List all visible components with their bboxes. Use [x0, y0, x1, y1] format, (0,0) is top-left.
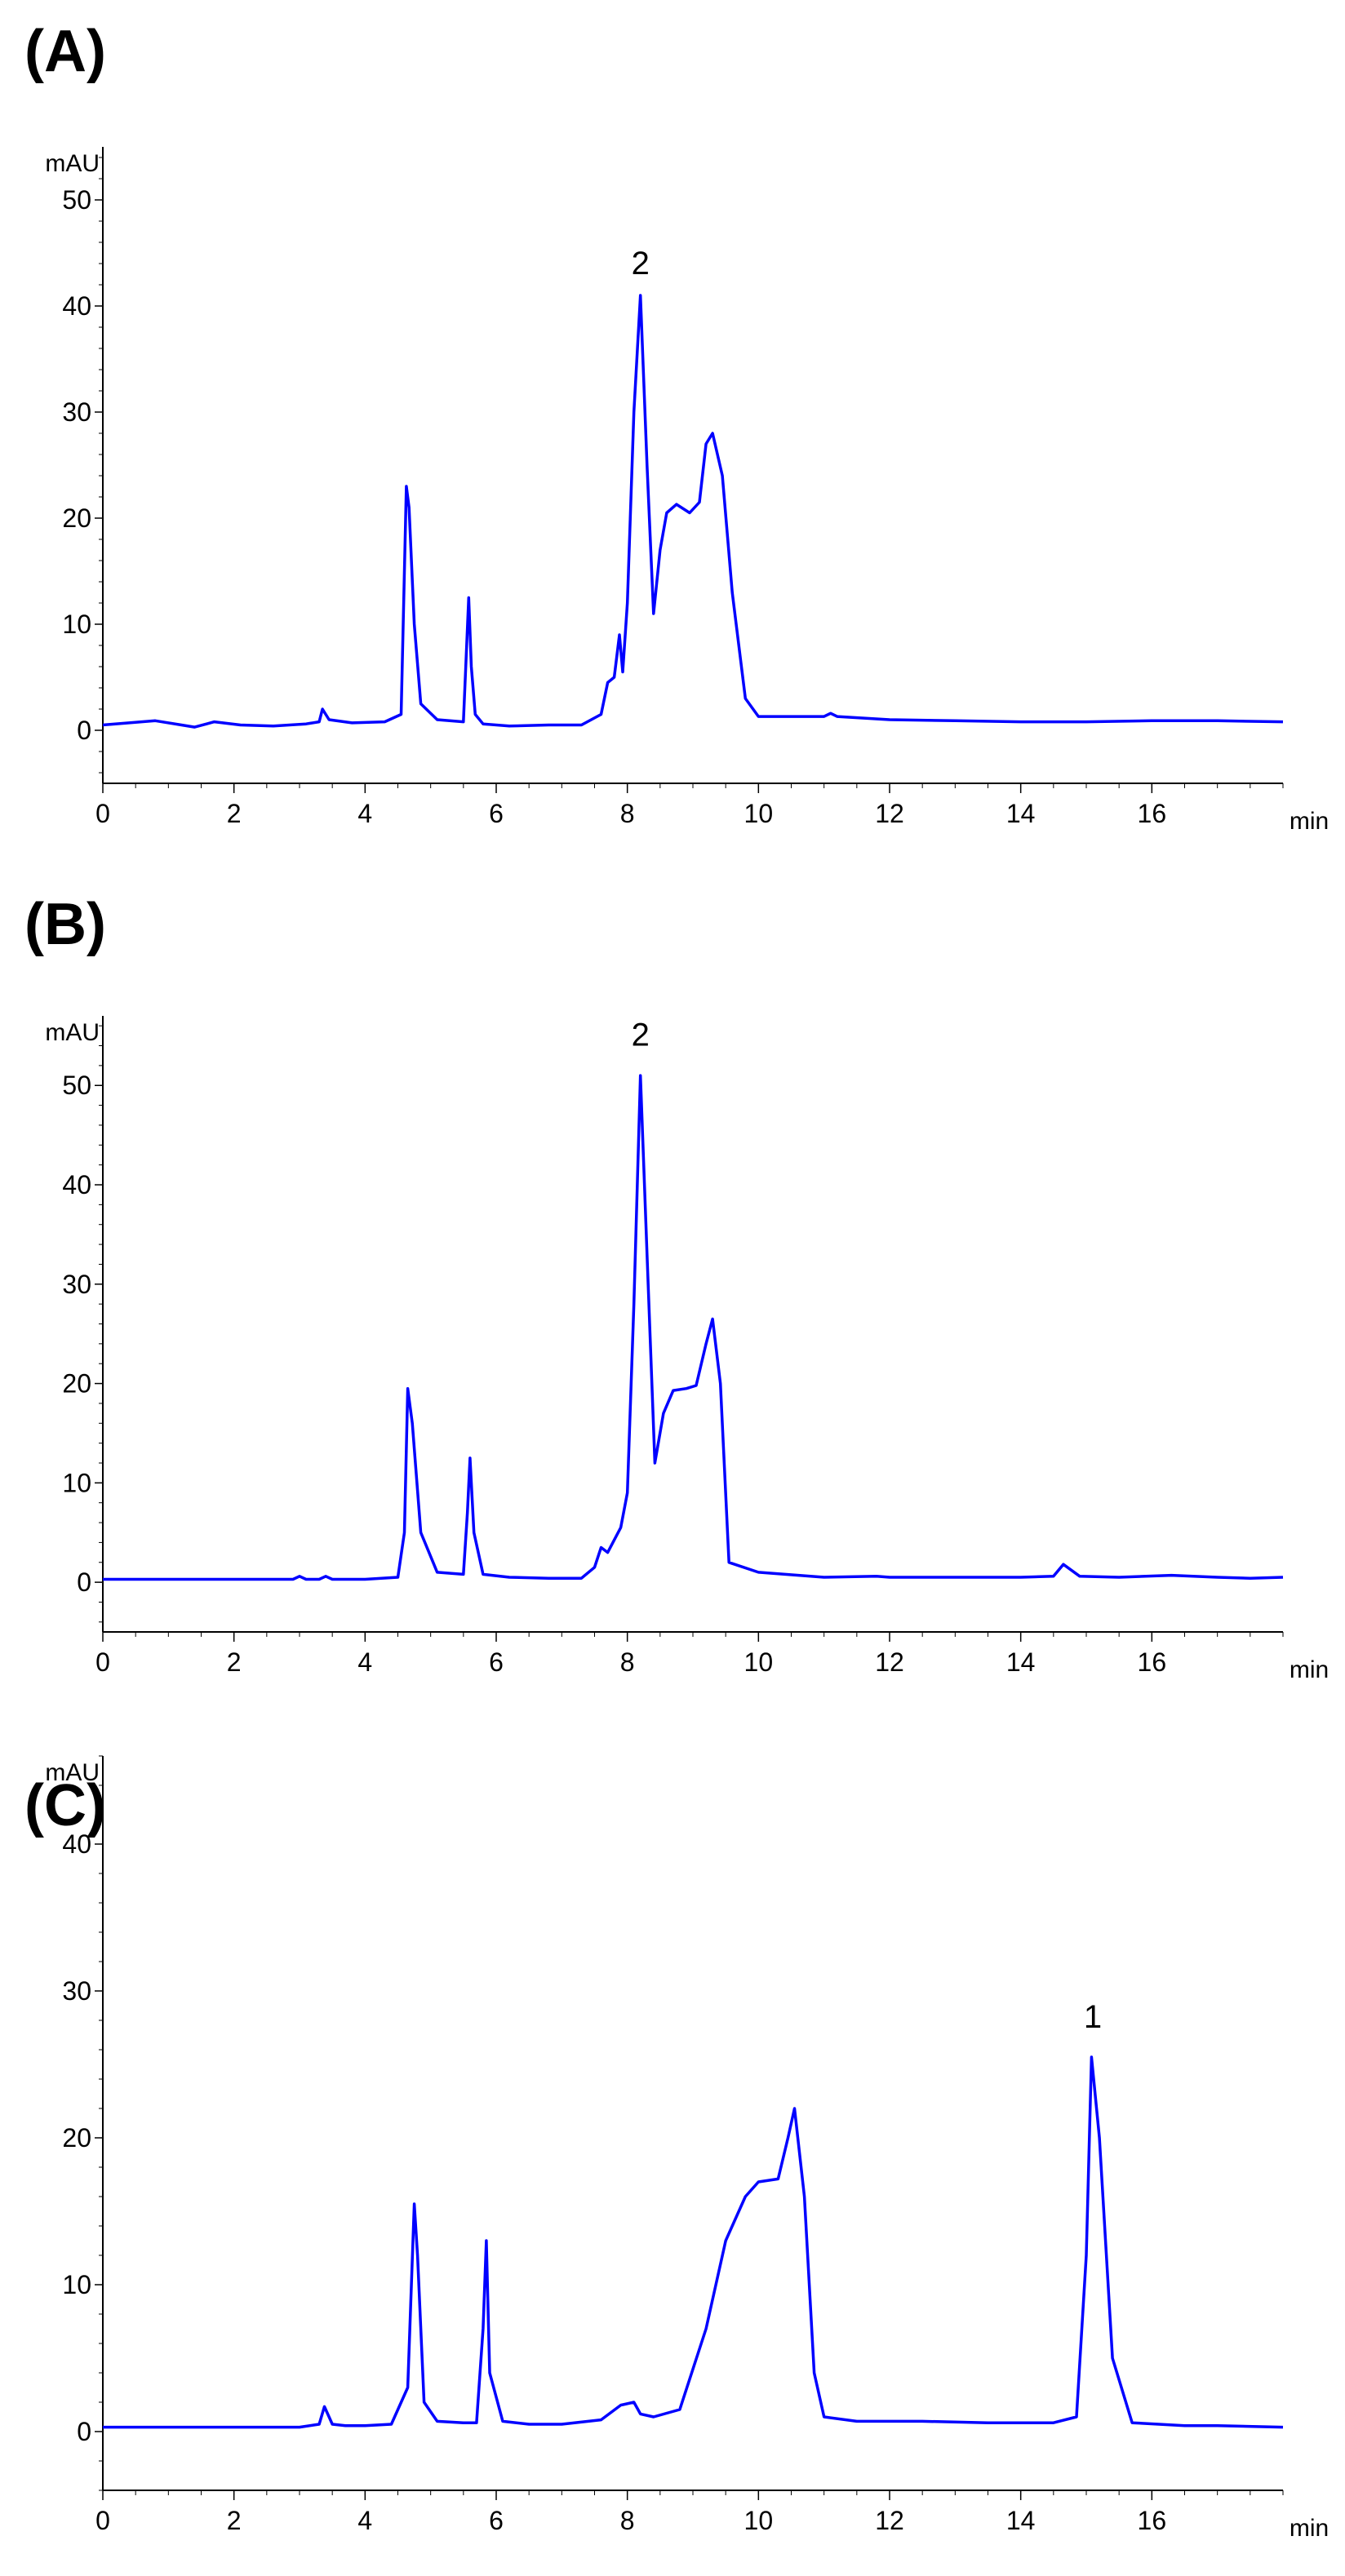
- x-tick-label: 14: [1006, 799, 1036, 828]
- panel-label-c: (C): [24, 1773, 106, 1838]
- panel-label-b: (B): [24, 892, 106, 957]
- y-tick-label: 10: [62, 610, 91, 639]
- chromatogram-trace: [102, 294, 1284, 729]
- x-tick-label: 14: [1006, 1647, 1036, 1677]
- panel-label-a: (A): [24, 19, 106, 84]
- x-tick-label: 0: [95, 2506, 110, 2535]
- x-axis-label: min: [1290, 1656, 1329, 1683]
- x-tick-label: 10: [744, 2506, 774, 2535]
- y-tick-label: 30: [62, 397, 91, 427]
- x-tick-label: 0: [95, 1647, 110, 1677]
- y-tick-label: 30: [62, 1976, 91, 2006]
- x-axis-label: min: [1290, 2515, 1329, 2542]
- y-axis-label: mAU: [45, 150, 100, 177]
- y-tick-label: 50: [62, 1071, 91, 1100]
- y-tick-label: 50: [62, 185, 91, 215]
- y-tick-label: 10: [62, 2270, 91, 2299]
- y-tick-label: 20: [62, 503, 91, 533]
- x-tick-label: 2: [227, 2506, 242, 2535]
- x-tick-label: 2: [227, 1647, 242, 1677]
- x-tick-label: 10: [744, 1647, 774, 1677]
- chromatogram-trace: [103, 2055, 1284, 2429]
- y-tick-label: 40: [62, 291, 91, 321]
- x-tick-label: 4: [357, 799, 372, 828]
- x-tick-label: 10: [744, 799, 774, 828]
- y-axis-label: mAU: [45, 1759, 100, 1786]
- peak-label: 2: [632, 1018, 650, 1053]
- x-tick-label: 12: [875, 2506, 904, 2535]
- y-tick-label: 40: [62, 1829, 91, 1859]
- x-tick-label: 16: [1138, 2506, 1167, 2535]
- y-tick-label: 0: [77, 1567, 91, 1597]
- y-tick-label: 10: [62, 1468, 91, 1497]
- y-tick-label: 20: [62, 2123, 91, 2153]
- y-tick-label: 0: [77, 2417, 91, 2446]
- x-tick-label: 14: [1006, 2506, 1036, 2535]
- peak-label: 2: [632, 246, 650, 282]
- chart-panel-a: 0 10 20 30 40 50 0 2 4 6 8 10 12 14 16 mAU min 2: [45, 147, 1329, 835]
- x-tick-label: 4: [357, 2506, 372, 2535]
- chart-panel-b: 0 10 20 30 40 50 0 2 4 6 8 10 12 14 16 mAU min 2: [45, 1016, 1329, 1683]
- chart-panel-c: 0 10 20 30 40 0 2 4 6 8 10 12 14 16 mAU min 1: [45, 1755, 1329, 2542]
- x-tick-label: 8: [620, 1647, 635, 1677]
- peak-label: 1: [1084, 1999, 1102, 2035]
- x-tick-label: 8: [620, 799, 635, 828]
- x-tick-label: 6: [489, 799, 504, 828]
- x-tick-label: 4: [357, 1647, 372, 1677]
- x-tick-label: 2: [227, 799, 242, 828]
- x-tick-label: 12: [875, 799, 904, 828]
- x-axis-label: min: [1290, 808, 1329, 835]
- x-tick-label: 16: [1138, 799, 1167, 828]
- y-axis-label: mAU: [45, 1019, 100, 1046]
- x-tick-label: 8: [620, 2506, 635, 2535]
- chromatogram-trace: [103, 1074, 1284, 1581]
- x-tick-label: 16: [1138, 1647, 1167, 1677]
- y-tick-label: 0: [77, 716, 91, 745]
- y-tick-label: 20: [62, 1369, 91, 1399]
- x-tick-label: 6: [489, 2506, 504, 2535]
- y-tick-label: 40: [62, 1170, 91, 1199]
- x-tick-label: 6: [489, 1647, 504, 1677]
- y-tick-label: 30: [62, 1270, 91, 1299]
- x-tick-label: 0: [95, 799, 110, 828]
- x-tick-label: 12: [875, 1647, 904, 1677]
